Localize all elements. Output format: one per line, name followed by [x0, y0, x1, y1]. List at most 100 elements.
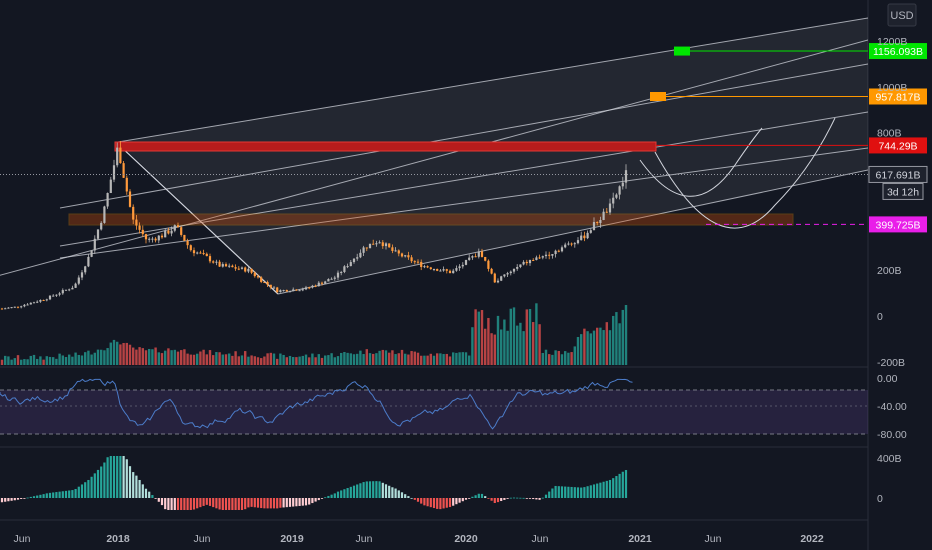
- oscillator-bar: [554, 485, 557, 498]
- oscillator-bar: [410, 497, 413, 499]
- candle-body: [144, 234, 148, 240]
- candle-body: [74, 283, 77, 288]
- volume-bar: [391, 350, 394, 365]
- oscillator-bar: [362, 482, 365, 498]
- oscillator-bar: [180, 498, 183, 510]
- oscillator-bar: [436, 498, 439, 509]
- volume-bar: [164, 350, 167, 365]
- candle-body: [519, 264, 522, 268]
- volume-bar: [199, 351, 202, 365]
- volume-bar: [413, 351, 416, 365]
- candle-body: [448, 270, 452, 274]
- oscillator-bar: [471, 496, 474, 498]
- candle-body: [576, 240, 580, 244]
- panel-borders: [0, 0, 869, 550]
- candle-body: [138, 225, 141, 230]
- oscillator-bar: [541, 497, 544, 499]
- candle-body: [109, 179, 112, 194]
- volume-bar: [544, 349, 548, 365]
- candle-body: [266, 282, 269, 285]
- volume-bar: [308, 357, 311, 365]
- candle-body: [490, 268, 493, 274]
- volume-bar: [576, 337, 580, 365]
- oscillator-bar: [272, 498, 276, 509]
- oscillator-bar: [215, 498, 218, 509]
- oscillator-bar: [244, 498, 247, 510]
- candle-body: [301, 289, 304, 291]
- oscillator-bar: [429, 498, 432, 508]
- candle-body: [413, 261, 416, 263]
- candle-body: [167, 230, 170, 234]
- volume-bar: [378, 350, 381, 365]
- oscillator-bar: [276, 498, 279, 509]
- oscillator-bar: [388, 485, 391, 498]
- oscillator-bar: [512, 497, 516, 499]
- oscillator-bar: [135, 475, 138, 498]
- oscillator-bar: [256, 498, 260, 508]
- volume-bar: [42, 359, 45, 365]
- oscillator-bar: [372, 481, 375, 498]
- oscillator-bar: [138, 479, 141, 498]
- volume-bar: [388, 352, 391, 365]
- candle-body: [464, 259, 468, 265]
- oscillator-bar: [464, 498, 468, 500]
- oscillator-bar: [544, 494, 548, 498]
- last-price-badge: [868, 165, 928, 183]
- oscillator-bar: [202, 498, 205, 506]
- oscillator-bar: [535, 498, 538, 500]
- volume-bar: [340, 352, 343, 365]
- volume-bar: [160, 353, 164, 365]
- oscillator-bar: [154, 498, 157, 499]
- oscillator-bar: [176, 498, 180, 510]
- candle-body: [560, 247, 564, 252]
- oscillator-bar: [141, 484, 144, 498]
- oscillator-bar: [64, 490, 68, 498]
- candle-body: [480, 251, 484, 257]
- volume-bar: [608, 330, 612, 365]
- oscillator-bar: [583, 487, 586, 498]
- volume-bar: [541, 352, 544, 365]
- candle-body: [352, 258, 356, 263]
- oscillator-bar: [231, 498, 234, 510]
- candle-body: [436, 268, 439, 271]
- oscillator-bar: [320, 498, 324, 499]
- channel-line: [59, 111, 868, 247]
- candle-body: [541, 256, 544, 258]
- candle-body: [247, 268, 250, 272]
- volume-bar: [39, 356, 42, 365]
- volume-bar: [183, 349, 186, 365]
- candle-body: [548, 254, 551, 256]
- candle-body: [311, 285, 314, 288]
- candle-body: [420, 261, 423, 267]
- oscillator-bar: [266, 498, 269, 509]
- oscillator-bar: [608, 479, 612, 498]
- candle-body: [7, 307, 10, 309]
- volume-bar: [180, 350, 183, 365]
- candle-body: [493, 273, 496, 283]
- volume-bar: [189, 354, 192, 365]
- oscillator-bar: [496, 498, 500, 503]
- oscillator-bar: [384, 484, 388, 498]
- oscillator-bar: [237, 498, 240, 510]
- oscillator-bar: [304, 498, 308, 506]
- channel-line: [0, 39, 868, 276]
- countdown-badge: [882, 182, 924, 200]
- oscillator-bar: [173, 498, 176, 510]
- volume-bar: [468, 355, 471, 365]
- currency-button[interactable]: [887, 3, 917, 27]
- volume-bar: [532, 322, 535, 365]
- oscillator-bar: [199, 498, 202, 508]
- oscillator-bar: [282, 498, 285, 508]
- oscillator-bar: [602, 481, 605, 498]
- candle-body: [525, 261, 528, 264]
- candle-body: [228, 265, 231, 267]
- candle-body: [439, 270, 442, 272]
- candle-body: [327, 279, 330, 282]
- volume-bar: [148, 348, 151, 365]
- oscillator-bar: [32, 496, 36, 498]
- volume-bar: [84, 352, 87, 365]
- price-tick-label: 1000B: [877, 82, 907, 94]
- rsi-line: [0, 378, 633, 430]
- volume-bar: [55, 358, 58, 365]
